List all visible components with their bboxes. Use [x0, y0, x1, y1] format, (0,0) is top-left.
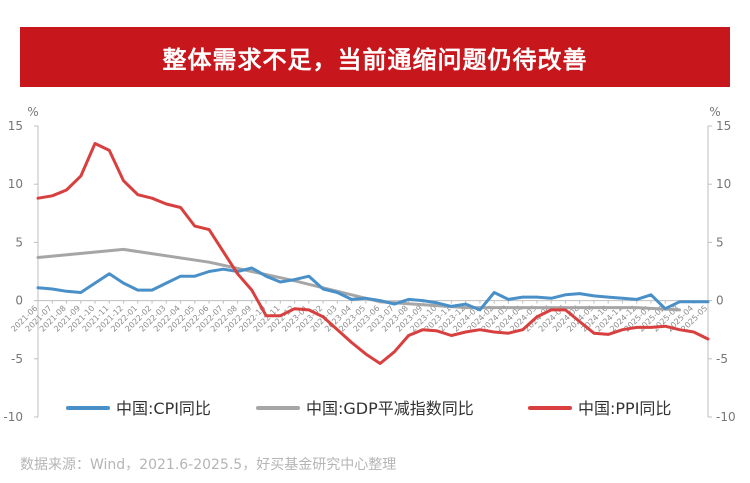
legend-label-0: 中国:CPI同比	[116, 399, 211, 418]
right-axis-unit: %	[709, 105, 720, 119]
legend-label-1: 中国:GDP平减指数同比	[306, 399, 474, 418]
right-tick-label: 0	[716, 294, 724, 308]
left-tick-label: -10	[3, 410, 23, 424]
left-tick-label: 10	[8, 177, 23, 191]
series-line-2	[36, 142, 710, 365]
right-tick-label: 5	[716, 235, 724, 249]
series-line-0	[36, 266, 710, 312]
left-tick-label: -5	[11, 352, 23, 366]
left-tick-label: 5	[15, 235, 23, 249]
right-tick-label: -5	[716, 352, 728, 366]
left-axis-unit: %	[27, 105, 38, 119]
right-tick-label: 15	[716, 119, 731, 133]
title-banner: 整体需求不足，当前通缩问题仍待改善	[20, 27, 730, 87]
data-source-note: 数据来源：Wind，2021.6-2025.5，好买基金研究中心整理	[20, 457, 397, 473]
right-tick-label: 10	[716, 177, 731, 191]
page-title: 整体需求不足，当前通缩问题仍待改善	[162, 45, 588, 74]
left-tick-label: 0	[15, 294, 23, 308]
legend-label-2: 中国:PPI同比	[578, 399, 671, 418]
left-tick-label: 15	[8, 119, 23, 133]
right-tick-label: -10	[716, 410, 736, 424]
